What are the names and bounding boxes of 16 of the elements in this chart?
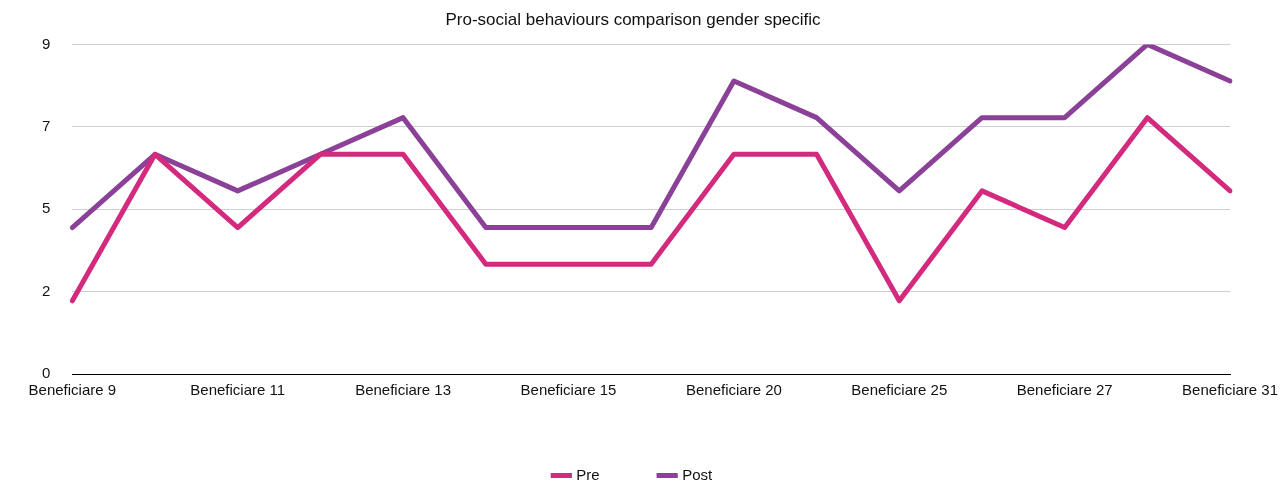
- x-tick-label: Beneficiare 13: [355, 381, 452, 399]
- y-tick-label: 7: [42, 116, 51, 134]
- y-tick-label: 2: [42, 281, 51, 299]
- chart-title: Pro-social behaviours comparison gender specific: [445, 9, 822, 29]
- x-tick-label: Beneficiare 25: [851, 381, 948, 399]
- legend-label: Pre: [576, 465, 600, 483]
- x-tick-label: Beneficiare 9: [28, 381, 117, 399]
- y-tick-label: 5: [42, 199, 51, 217]
- x-tick-label: Beneficiare 27: [1016, 381, 1113, 399]
- x-tick-label: Beneficiare 11: [190, 381, 286, 399]
- legend-label: Post: [682, 465, 714, 483]
- y-tick-label: 9: [42, 34, 51, 52]
- x-tick-label: Beneficiare 31: [1182, 381, 1279, 399]
- x-tick-label: Beneficiare 20: [685, 381, 782, 399]
- x-tick-label: Beneficiare 15: [520, 381, 617, 399]
- y-tick-label: 0: [42, 364, 51, 382]
